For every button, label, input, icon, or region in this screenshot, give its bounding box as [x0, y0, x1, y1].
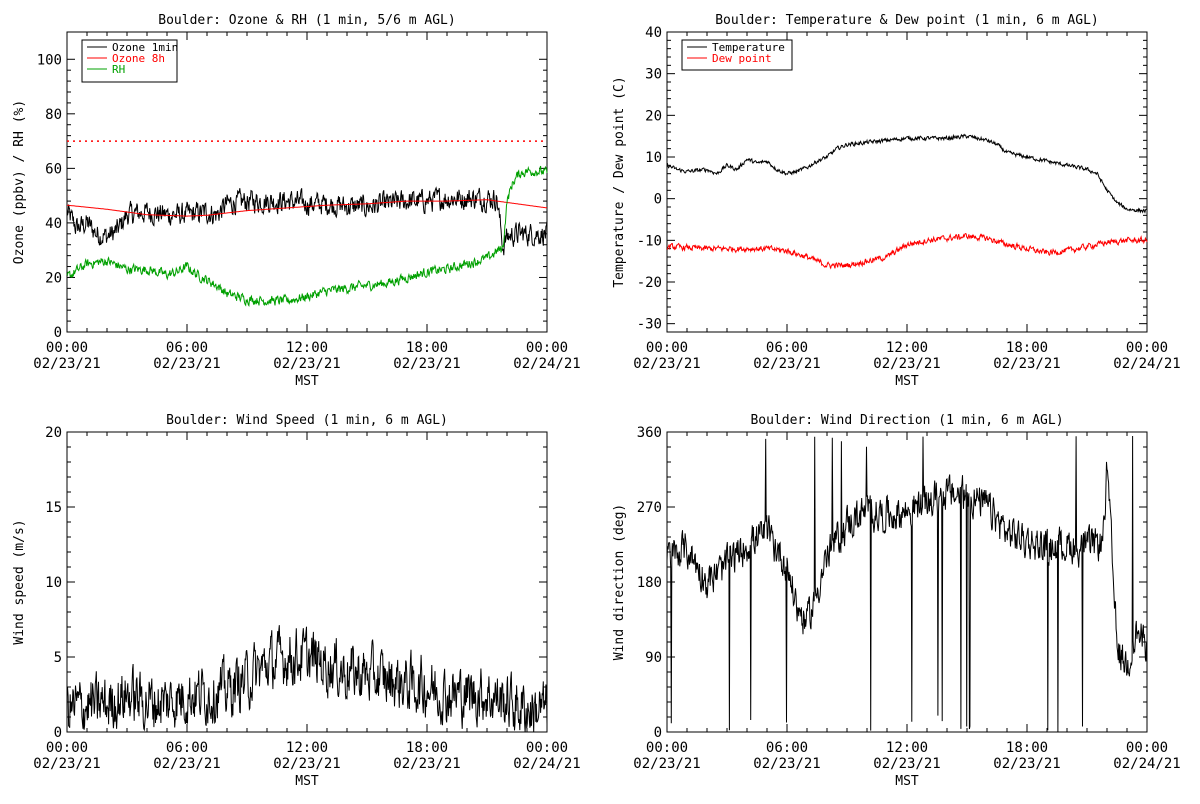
x-tick-date: 02/23/21 [993, 356, 1060, 372]
y-tick-label: -30 [637, 317, 662, 333]
plot-frame [666, 31, 1148, 333]
x-tick-date: 02/23/21 [753, 756, 820, 772]
x-tick-time: 00:00 [646, 340, 688, 356]
chart-panel-0: Boulder: Ozone & RH (1 min, 5/6 m AGL)02… [12, 13, 581, 389]
x-tick-date: 02/23/21 [153, 356, 220, 372]
x-tick-time: 18:00 [406, 340, 448, 356]
legend-label: Temperature [712, 41, 785, 54]
x-tick-time: 06:00 [166, 340, 208, 356]
x-tick-time: 18:00 [1006, 740, 1048, 756]
series-line-0 [666, 435, 1148, 732]
x-tick-time: 00:00 [1126, 740, 1168, 756]
y-tick-label: 270 [637, 500, 662, 516]
y-tick-label: 20 [45, 425, 62, 441]
legend-box [681, 39, 793, 71]
y-tick-label: 30 [645, 67, 662, 83]
chart-title: Boulder: Ozone & RH (1 min, 5/6 m AGL) [158, 13, 455, 28]
chart-panel-1: Boulder: Temperature & Dew point (1 min,… [612, 13, 1181, 389]
y-tick-label: 20 [645, 108, 662, 124]
y-tick-label: 15 [45, 500, 62, 516]
legend-label: Ozone 1min [112, 41, 178, 54]
y-tick-label: 20 [45, 270, 62, 286]
y-tick-label: -20 [637, 275, 662, 291]
y-tick-label: 0 [54, 725, 62, 741]
x-axis-label: MST [895, 774, 919, 789]
y-tick-label: 80 [45, 107, 62, 123]
y-tick-label: 5 [54, 650, 62, 666]
series-line-1 [67, 199, 548, 217]
legend-label: RH [112, 63, 125, 76]
series-line-2 [66, 165, 548, 308]
y-tick-label: 10 [45, 575, 62, 591]
legend-label: Dew point [712, 52, 772, 65]
chart-title: Boulder: Wind Speed (1 min, 6 m AGL) [166, 413, 448, 428]
x-tick-time: 06:00 [766, 740, 808, 756]
y-tick-label: 0 [654, 725, 662, 741]
legend-label: Ozone 8h [112, 52, 165, 65]
y-axis-label: Wind speed (m/s) [12, 519, 27, 644]
series-line-0 [66, 186, 548, 256]
x-tick-date: 02/24/21 [1113, 756, 1180, 772]
y-axis-label: Ozone (ppbv) / RH (%) [12, 100, 27, 264]
series-line-1 [667, 233, 1148, 270]
x-tick-time: 12:00 [286, 740, 328, 756]
x-tick-date: 02/24/21 [513, 756, 580, 772]
series-line-0 [666, 133, 1148, 214]
y-tick-label: 100 [37, 52, 62, 68]
plot-frame [666, 431, 1148, 733]
x-tick-date: 02/23/21 [753, 356, 820, 372]
series-line-0 [66, 625, 548, 733]
x-tick-date: 02/23/21 [993, 756, 1060, 772]
y-tick-label: 40 [645, 25, 662, 41]
y-axis-label: Wind direction (deg) [612, 504, 627, 661]
x-tick-date: 02/23/21 [33, 356, 100, 372]
x-tick-time: 00:00 [526, 340, 568, 356]
x-tick-date: 02/23/21 [153, 756, 220, 772]
x-tick-time: 12:00 [886, 740, 928, 756]
y-tick-label: 90 [645, 650, 662, 666]
x-tick-date: 02/23/21 [273, 756, 340, 772]
x-tick-date: 02/24/21 [1113, 356, 1180, 372]
x-tick-date: 02/23/21 [633, 756, 700, 772]
x-tick-date: 02/23/21 [873, 356, 940, 372]
x-tick-time: 00:00 [646, 740, 688, 756]
x-axis-label: MST [895, 374, 919, 389]
x-tick-date: 02/24/21 [513, 356, 580, 372]
y-tick-label: 60 [45, 161, 62, 177]
chart-panel-2: Boulder: Wind Speed (1 min, 6 m AGL) 0 5 10… [12, 413, 581, 789]
x-tick-date: 02/23/21 [633, 356, 700, 372]
chart-panel-3: Boulder: Wind Direction (1 min, 6 m AGL)… [612, 413, 1181, 789]
chart-title: Boulder: Wind Direction (1 min, 6 m AGL) [750, 413, 1063, 428]
x-tick-date: 02/23/21 [393, 356, 460, 372]
x-axis-label: MST [295, 374, 319, 389]
x-tick-date: 02/23/21 [393, 756, 460, 772]
x-tick-time: 12:00 [886, 340, 928, 356]
x-tick-date: 02/23/21 [273, 356, 340, 372]
y-tick-label: 360 [637, 425, 662, 441]
x-tick-time: 18:00 [406, 740, 448, 756]
y-tick-label: 40 [45, 216, 62, 232]
x-tick-date: 02/23/21 [873, 756, 940, 772]
chart-title: Boulder: Temperature & Dew point (1 min,… [715, 13, 1099, 28]
y-axis-label: Temperature / Dew point (C) [612, 76, 627, 287]
y-tick-label: 10 [645, 150, 662, 166]
y-tick-label: 0 [654, 192, 662, 208]
x-tick-time: 12:00 [286, 340, 328, 356]
x-tick-time: 18:00 [1006, 340, 1048, 356]
x-tick-time: 00:00 [46, 340, 88, 356]
x-tick-time: 00:00 [1126, 340, 1168, 356]
y-tick-label: -10 [637, 233, 662, 249]
x-tick-time: 00:00 [526, 740, 568, 756]
x-tick-time: 00:00 [46, 740, 88, 756]
x-tick-time: 06:00 [166, 740, 208, 756]
y-tick-label: 180 [637, 575, 662, 591]
x-tick-date: 02/23/21 [33, 756, 100, 772]
y-tick-label: 0 [54, 325, 62, 341]
x-tick-time: 06:00 [766, 340, 808, 356]
x-axis-label: MST [295, 774, 319, 789]
